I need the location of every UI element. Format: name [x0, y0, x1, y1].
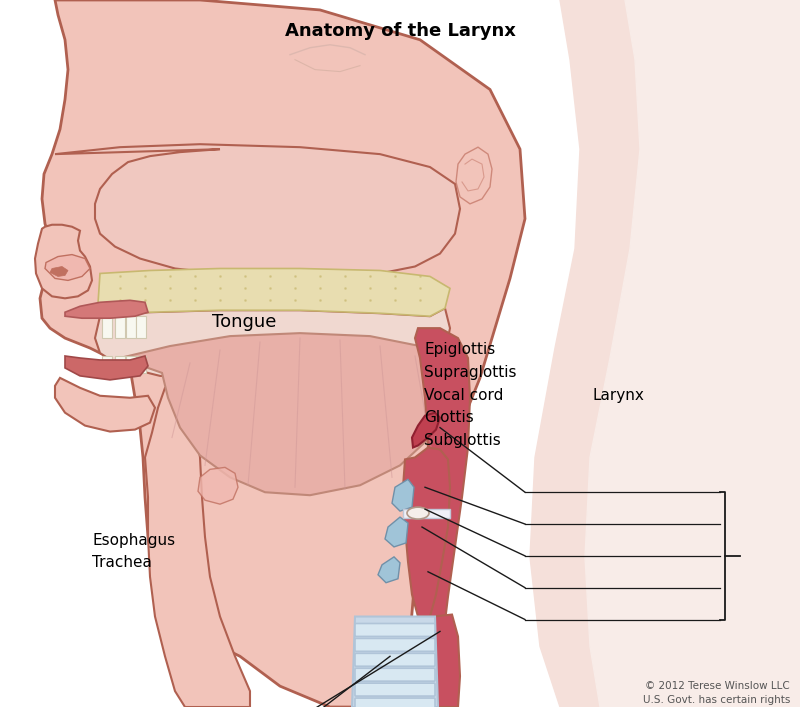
Text: Epiglottis: Epiglottis [424, 343, 495, 358]
Polygon shape [115, 356, 125, 373]
Text: Trachea: Trachea [92, 555, 152, 570]
Polygon shape [35, 225, 92, 299]
Text: Anatomy of the Larynx: Anatomy of the Larynx [285, 22, 515, 40]
Polygon shape [585, 0, 800, 707]
Polygon shape [95, 309, 450, 380]
Polygon shape [530, 0, 800, 707]
Ellipse shape [407, 507, 429, 519]
Polygon shape [120, 333, 450, 496]
Polygon shape [50, 267, 68, 277]
Polygon shape [403, 509, 450, 518]
Text: Larynx: Larynx [592, 387, 644, 402]
Polygon shape [45, 255, 90, 280]
Polygon shape [126, 356, 136, 373]
Polygon shape [65, 356, 148, 380]
Polygon shape [98, 269, 450, 316]
Text: © 2012 Terese Winslow LLC
U.S. Govt. has certain rights: © 2012 Terese Winslow LLC U.S. Govt. has… [642, 681, 790, 705]
Polygon shape [385, 517, 408, 547]
Polygon shape [403, 447, 450, 616]
Text: Supraglottis: Supraglottis [424, 365, 517, 380]
Polygon shape [126, 316, 136, 338]
FancyBboxPatch shape [355, 638, 435, 651]
FancyBboxPatch shape [355, 698, 435, 711]
Polygon shape [145, 378, 250, 707]
Polygon shape [378, 557, 400, 583]
Polygon shape [433, 614, 460, 707]
Polygon shape [115, 316, 125, 338]
Text: Esophagus: Esophagus [92, 533, 175, 548]
Polygon shape [65, 300, 148, 319]
FancyBboxPatch shape [355, 668, 435, 681]
FancyBboxPatch shape [355, 624, 435, 636]
Polygon shape [392, 479, 414, 511]
Text: Tongue: Tongue [212, 313, 276, 331]
Polygon shape [55, 144, 460, 277]
FancyBboxPatch shape [355, 683, 435, 696]
Polygon shape [102, 356, 112, 373]
Text: Vocal cord: Vocal cord [424, 387, 503, 402]
Text: Glottis: Glottis [424, 410, 474, 425]
Polygon shape [412, 412, 440, 447]
Polygon shape [102, 316, 112, 338]
Polygon shape [415, 328, 470, 707]
Polygon shape [136, 316, 146, 338]
Polygon shape [40, 0, 525, 707]
FancyBboxPatch shape [355, 653, 435, 666]
Polygon shape [136, 356, 146, 373]
Polygon shape [55, 378, 155, 432]
Text: Subglottis: Subglottis [424, 433, 501, 448]
Polygon shape [456, 147, 492, 204]
Polygon shape [198, 467, 238, 504]
Polygon shape [352, 616, 438, 707]
